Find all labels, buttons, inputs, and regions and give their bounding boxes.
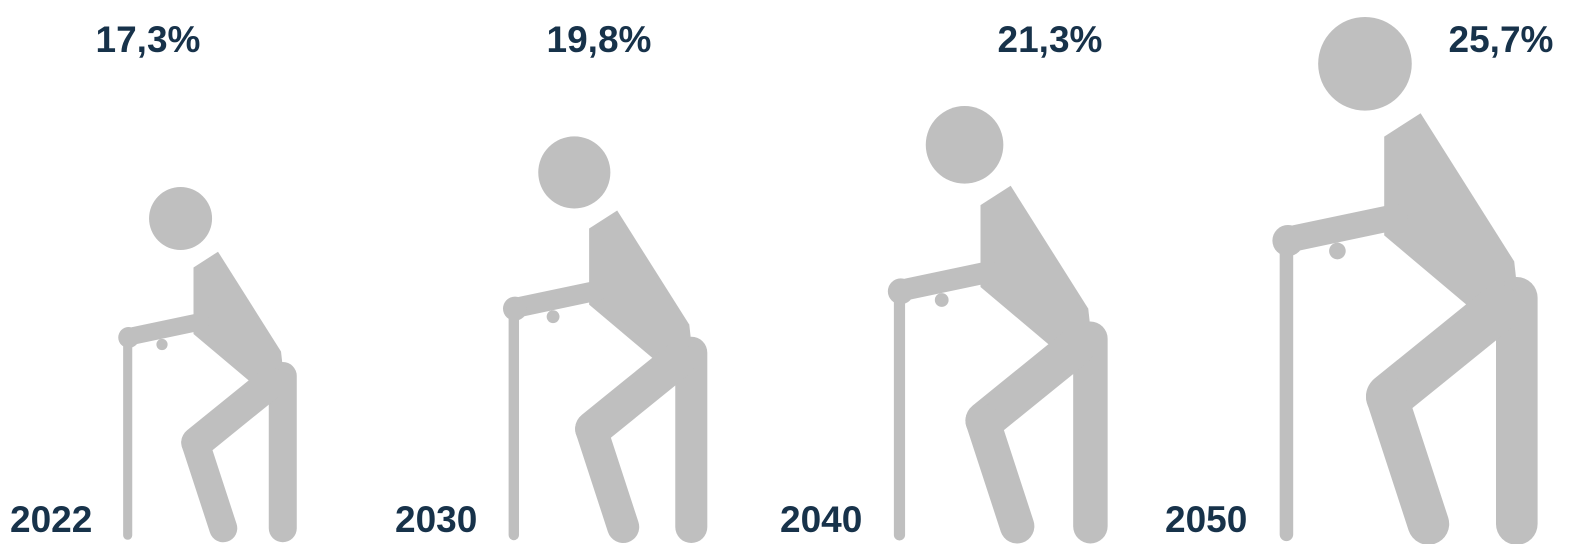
year-label: 2022: [10, 499, 92, 540]
arm: [511, 280, 608, 317]
head: [538, 136, 611, 209]
figure: [118, 186, 297, 543]
figure: [502, 136, 708, 544]
head: [925, 106, 1004, 184]
figure: [887, 106, 1108, 544]
torso: [589, 210, 694, 369]
cane-handle: [887, 278, 914, 305]
figure: [1272, 17, 1538, 544]
thigh: [1365, 284, 1522, 420]
thigh: [965, 327, 1095, 441]
torso: [980, 185, 1093, 356]
year-label: 2050: [1165, 499, 1247, 540]
shin: [575, 412, 640, 544]
thigh: [181, 367, 287, 459]
year-label: 2030: [395, 499, 477, 540]
value-label: 17,3%: [96, 19, 201, 60]
shin: [1365, 375, 1450, 544]
torso: [193, 251, 285, 390]
shin: [181, 428, 238, 543]
value-label: 21,3%: [998, 19, 1103, 60]
thumb: [546, 310, 560, 324]
arm: [125, 312, 210, 345]
value-label: 25,7%: [1449, 19, 1554, 60]
head: [1318, 17, 1412, 111]
value-label: 19,8%: [547, 19, 652, 60]
arm: [896, 261, 1000, 300]
thumb: [1329, 242, 1346, 260]
arm: [1282, 204, 1408, 251]
year-label: 2040: [780, 499, 862, 540]
cane-handle: [1272, 225, 1304, 257]
thigh: [575, 342, 696, 447]
thumb: [934, 293, 949, 307]
torso: [1384, 113, 1520, 319]
shin: [965, 403, 1035, 544]
thumb: [156, 338, 168, 351]
head: [149, 186, 213, 250]
cane-handle: [502, 296, 528, 321]
cane-handle: [118, 326, 140, 348]
